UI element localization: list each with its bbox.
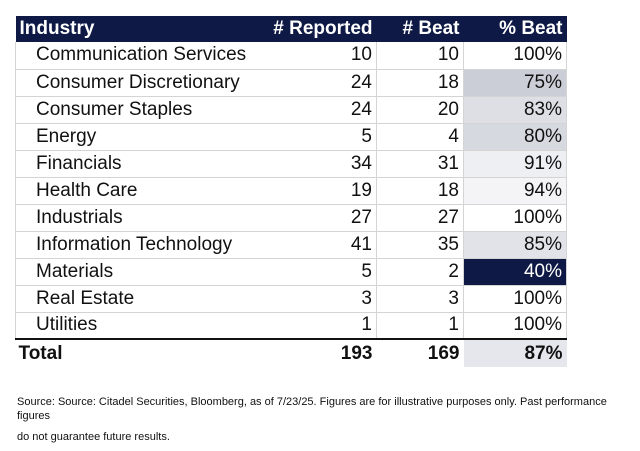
pct-beat-cell: 91% xyxy=(463,150,567,178)
pct-beat-cell: 40% xyxy=(463,258,567,286)
pct-beat-cell: 100% xyxy=(463,42,567,70)
col-header-industry: Industry xyxy=(15,16,260,42)
table-row: Communication Services 10 10 100% xyxy=(15,42,567,70)
beat-cell: 1 xyxy=(376,312,464,340)
beat-cell: 18 xyxy=(376,69,464,97)
reported-cell: 24 xyxy=(259,96,377,124)
reported-cell: 27 xyxy=(259,204,377,232)
footnote-line-1: Source: Source: Citadel Securities, Bloo… xyxy=(17,396,607,422)
industry-cell: Materials xyxy=(15,258,260,286)
table-row: Consumer Staples 24 20 83% xyxy=(15,96,567,124)
industry-cell: Utilities xyxy=(15,312,260,340)
pct-beat-cell: 83% xyxy=(463,96,567,124)
total-pct-beat: 87% xyxy=(463,338,567,367)
pct-beat-cell: 100% xyxy=(463,285,567,313)
table-row: Materials 5 2 40% xyxy=(15,258,567,286)
industry-cell: Consumer Staples xyxy=(15,96,260,124)
pct-beat-cell: 80% xyxy=(463,123,567,151)
industry-cell: Health Care xyxy=(15,177,260,205)
reported-cell: 10 xyxy=(259,42,377,70)
total-row: Total 193 169 87% xyxy=(15,338,567,367)
reported-cell: 5 xyxy=(259,258,377,286)
beat-cell: 18 xyxy=(376,177,464,205)
beat-cell: 3 xyxy=(376,285,464,313)
total-beat: 169 xyxy=(376,338,464,367)
industry-cell: Consumer Discretionary xyxy=(15,69,260,97)
industry-cell: Industrials xyxy=(15,204,260,232)
reported-cell: 24 xyxy=(259,69,377,97)
table-row: Consumer Discretionary 24 18 75% xyxy=(15,69,567,97)
industry-cell: Energy xyxy=(15,123,260,151)
table-row: Industrials 27 27 100% xyxy=(15,204,567,232)
table-row: Health Care 19 18 94% xyxy=(15,177,567,205)
pct-beat-cell: 100% xyxy=(463,312,567,340)
reported-cell: 34 xyxy=(259,150,377,178)
earnings-beat-table: Industry # Reported # Beat % Beat Commun… xyxy=(15,16,567,367)
total-reported: 193 xyxy=(259,338,377,367)
footnote-line-2: do not guarantee future results. xyxy=(17,431,170,443)
beat-cell: 10 xyxy=(376,42,464,70)
col-header-reported: # Reported xyxy=(259,16,377,42)
beat-cell: 27 xyxy=(376,204,464,232)
reported-cell: 1 xyxy=(259,312,377,340)
table-row: Real Estate 3 3 100% xyxy=(15,285,567,313)
table-row: Energy 5 4 80% xyxy=(15,123,567,151)
reported-cell: 5 xyxy=(259,123,377,151)
industry-cell: Financials xyxy=(15,150,260,178)
pct-beat-cell: 100% xyxy=(463,204,567,232)
total-label: Total xyxy=(15,338,260,367)
industry-cell: Information Technology xyxy=(15,231,260,259)
beat-cell: 20 xyxy=(376,96,464,124)
table-row: Financials 34 31 91% xyxy=(15,150,567,178)
pct-beat-cell: 85% xyxy=(463,231,567,259)
reported-cell: 19 xyxy=(259,177,377,205)
pct-beat-cell: 94% xyxy=(463,177,567,205)
beat-cell: 35 xyxy=(376,231,464,259)
table-row: Information Technology 41 35 85% xyxy=(15,231,567,259)
reported-cell: 41 xyxy=(259,231,377,259)
beat-cell: 2 xyxy=(376,258,464,286)
reported-cell: 3 xyxy=(259,285,377,313)
pct-beat-cell: 75% xyxy=(463,69,567,97)
beat-cell: 31 xyxy=(376,150,464,178)
beat-cell: 4 xyxy=(376,123,464,151)
col-header-beat: # Beat xyxy=(376,16,464,42)
industry-cell: Communication Services xyxy=(15,42,260,70)
table-row: Utilities 1 1 100% xyxy=(15,312,567,340)
industry-cell: Real Estate xyxy=(15,285,260,313)
header-row: Industry # Reported # Beat % Beat xyxy=(15,16,567,42)
col-header-pct-beat: % Beat xyxy=(463,16,567,42)
